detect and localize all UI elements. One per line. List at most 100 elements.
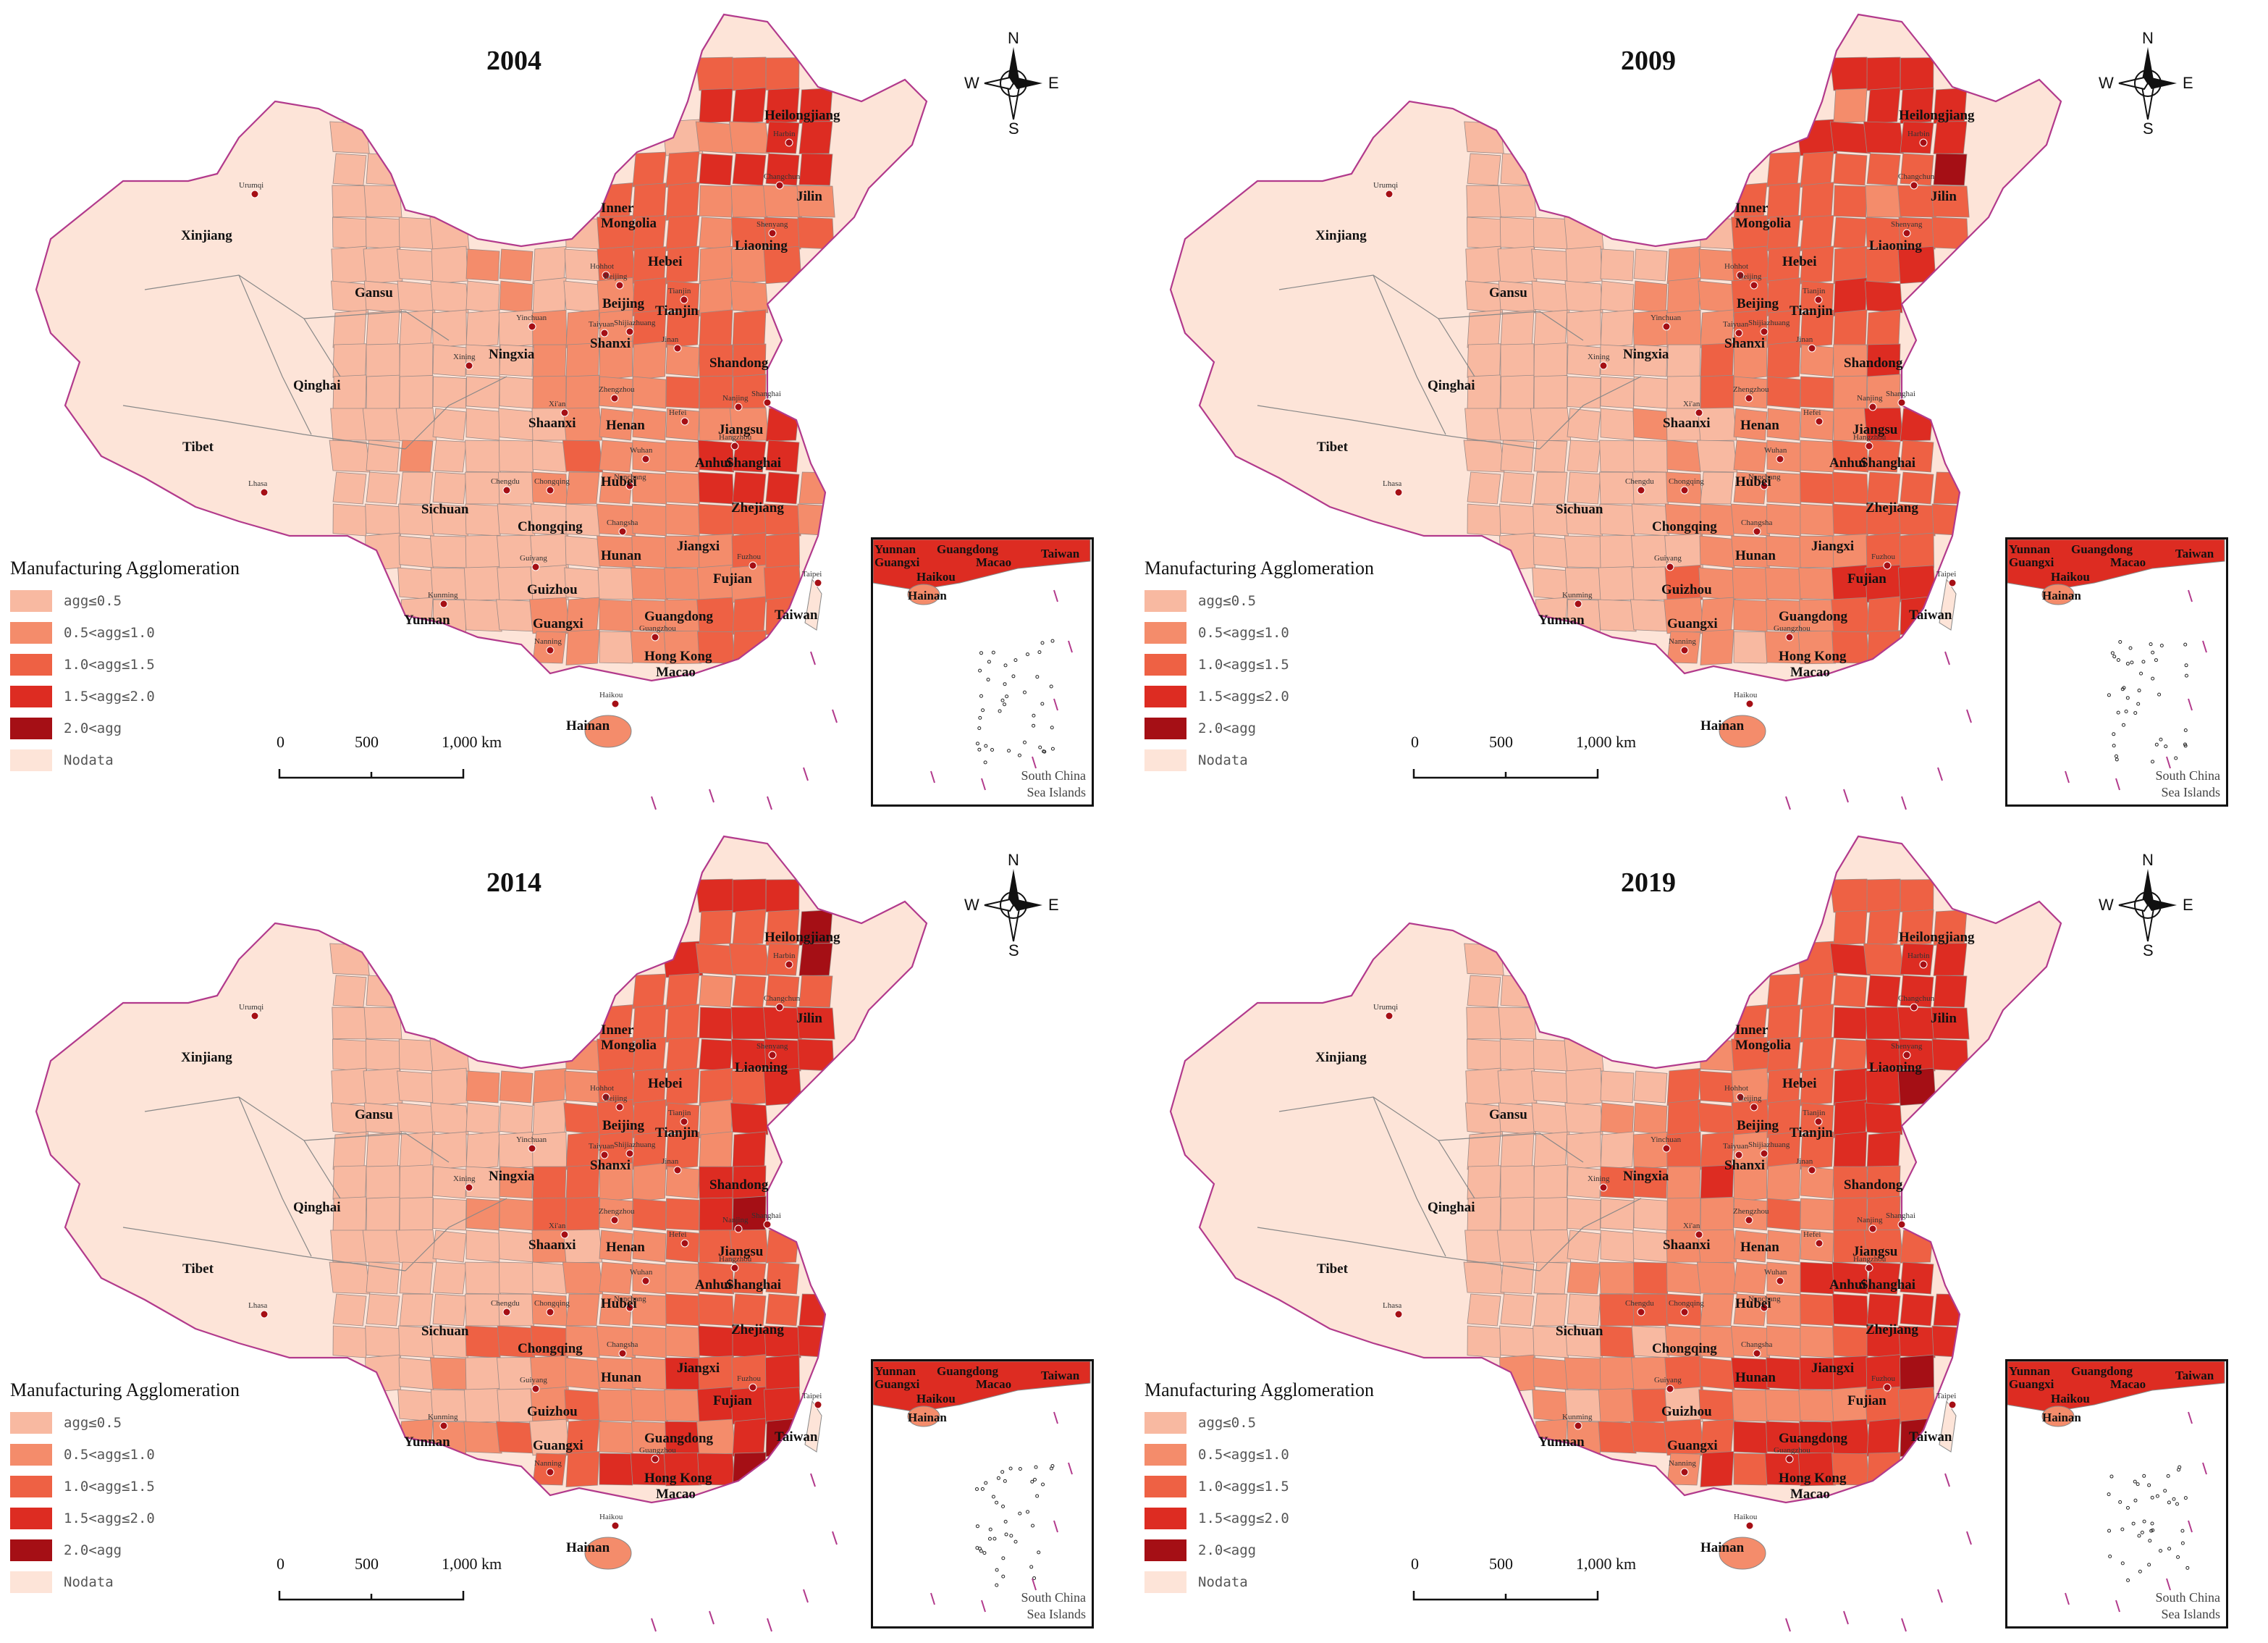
city-marker bbox=[602, 1093, 610, 1101]
prefecture-cell bbox=[399, 343, 434, 379]
prefecture-cell bbox=[599, 340, 633, 381]
prefecture-cell bbox=[1829, 878, 1871, 913]
prefecture-cell bbox=[698, 503, 734, 537]
prefecture-cell bbox=[1699, 217, 1735, 250]
inset-label: Guangxi bbox=[2009, 1377, 2054, 1391]
city-marker bbox=[673, 1166, 682, 1175]
prefecture-cell bbox=[1698, 1102, 1737, 1135]
prefecture-cell bbox=[732, 1418, 767, 1457]
prefecture-cell bbox=[665, 1131, 700, 1170]
compass-s: S bbox=[1008, 119, 1019, 138]
region-label: Chongqing bbox=[518, 519, 583, 534]
city-marker bbox=[1808, 344, 1816, 353]
prefecture-cell bbox=[565, 1038, 601, 1072]
region-label: Liaoning bbox=[1869, 1060, 1922, 1075]
city-marker bbox=[1574, 1421, 1582, 1430]
prefecture-cell bbox=[366, 374, 400, 411]
city-marker bbox=[1574, 600, 1582, 608]
city-label: Taiyuan bbox=[589, 320, 615, 329]
prefecture-cell bbox=[1633, 376, 1668, 409]
city-label: Taipei bbox=[802, 1392, 822, 1400]
city-marker bbox=[1865, 442, 1873, 450]
prefecture-cell bbox=[565, 1196, 600, 1232]
city-marker bbox=[775, 1003, 784, 1012]
city-marker bbox=[734, 1224, 743, 1233]
prefecture-cell bbox=[1533, 1197, 1568, 1232]
prefecture-cell bbox=[764, 1038, 801, 1072]
prefecture-cell bbox=[1700, 1293, 1734, 1327]
region-label: Anhui bbox=[1829, 455, 1866, 471]
prefecture-cell bbox=[1533, 1164, 1568, 1201]
city-label: Jinan bbox=[662, 1157, 679, 1166]
prefecture-cell bbox=[1931, 1038, 1969, 1072]
city-label: Shanghai bbox=[751, 390, 781, 398]
prefecture-cell bbox=[1633, 280, 1668, 314]
city-label: Yinchuan bbox=[1651, 1135, 1682, 1144]
city-label: Changchun bbox=[1898, 172, 1935, 181]
south-china-sea-inset: Yunnan Guangdong Taiwan Guangxi Macao Haikou H… bbox=[2005, 537, 2228, 807]
prefecture-cell bbox=[532, 1166, 567, 1199]
prefecture-cell bbox=[765, 153, 800, 186]
region-label: Chongqing bbox=[1652, 1341, 1717, 1356]
prefecture-cell bbox=[599, 376, 633, 409]
prefecture-cell bbox=[1733, 1421, 1768, 1454]
prefecture-cell bbox=[465, 309, 500, 348]
prefecture-cell bbox=[599, 471, 633, 505]
region-label: Heilongjiang bbox=[1899, 108, 1975, 123]
city-label: Fuzhou bbox=[1871, 552, 1895, 561]
prefecture-cell bbox=[599, 1421, 633, 1454]
prefecture-cell bbox=[699, 217, 733, 250]
region-label: Shaanxi bbox=[528, 1237, 576, 1253]
inset-label: Guangxi bbox=[874, 555, 920, 569]
prefecture-cell bbox=[1733, 471, 1768, 505]
legend-item: 2.0<agg bbox=[10, 713, 285, 744]
city-marker bbox=[1680, 1468, 1689, 1476]
inset-label: Macao bbox=[2110, 555, 2146, 569]
city-marker bbox=[1680, 646, 1689, 655]
prefecture-cell bbox=[465, 1356, 501, 1391]
city-marker bbox=[1814, 295, 1823, 304]
city-label: Beijing bbox=[604, 272, 628, 281]
prefecture-cell bbox=[530, 533, 569, 571]
prefecture-cell bbox=[1798, 1389, 1836, 1422]
city-marker bbox=[814, 1400, 822, 1409]
prefecture-cell bbox=[665, 344, 700, 377]
prefecture-cell bbox=[465, 408, 500, 441]
prefecture-cell bbox=[632, 440, 667, 473]
city-label: Nanjing bbox=[1857, 394, 1883, 403]
legend-item: agg≤0.5 bbox=[10, 1407, 285, 1439]
prefecture-cell bbox=[1800, 309, 1834, 348]
scale-bar: 0 500 1,000 km bbox=[1411, 733, 1636, 791]
prefecture-cell bbox=[1900, 57, 1934, 91]
map-panel-2004: 2004 Harbin Changchun Urumqi Shenyang Hohhot B… bbox=[0, 0, 1134, 821]
inset-note: South China Sea Islands bbox=[1021, 1589, 1086, 1622]
region-label: Hainan bbox=[566, 1540, 610, 1555]
boundary-dash bbox=[810, 1473, 816, 1487]
prefecture-cell bbox=[1567, 1230, 1601, 1263]
region-label: Guangxi bbox=[1667, 616, 1718, 631]
region-label: Macao bbox=[656, 665, 696, 680]
prefecture-cell bbox=[330, 1230, 369, 1263]
prefecture-cell bbox=[1833, 217, 1868, 250]
city-marker bbox=[1753, 527, 1761, 536]
prefecture-cell bbox=[530, 564, 569, 603]
legend-swatch bbox=[10, 686, 52, 707]
prefecture-cell bbox=[532, 344, 567, 377]
prefecture-cell bbox=[699, 1007, 733, 1040]
city-marker bbox=[1736, 1093, 1745, 1101]
prefecture-cell bbox=[429, 215, 470, 251]
prefecture-cell bbox=[599, 440, 633, 473]
prefecture-cell bbox=[1733, 631, 1768, 664]
city-label: Shanghai bbox=[751, 1211, 781, 1220]
region-label: Macao bbox=[656, 1487, 696, 1502]
prefecture-cell bbox=[665, 1198, 700, 1231]
prefecture-cell bbox=[1933, 1293, 1968, 1327]
prefecture-cell bbox=[1664, 533, 1703, 571]
compass-e: E bbox=[1048, 896, 1059, 914]
prefecture-cell bbox=[432, 408, 467, 441]
prefecture-cell bbox=[463, 1388, 502, 1423]
prefecture-cell bbox=[632, 408, 667, 441]
prefecture-cell bbox=[332, 153, 367, 186]
prefecture-cell bbox=[465, 376, 500, 409]
compass-e: E bbox=[1048, 74, 1059, 92]
